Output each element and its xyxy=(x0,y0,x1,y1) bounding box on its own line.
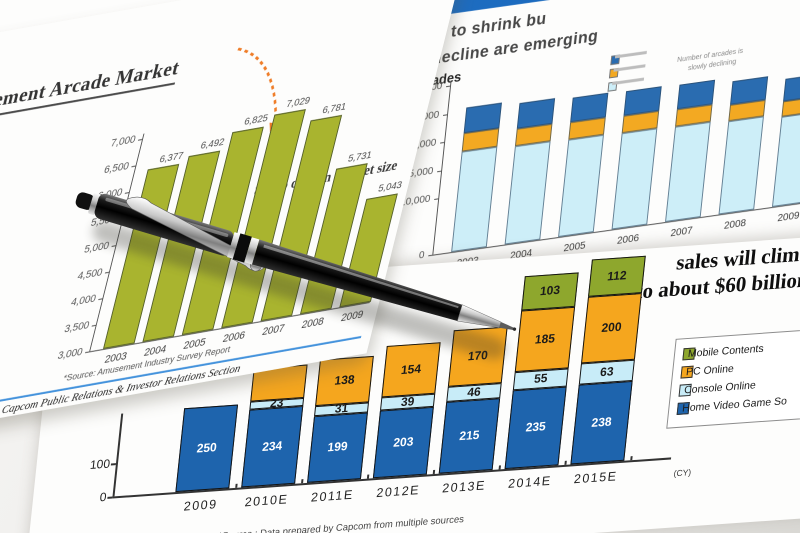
category-label: 2009 xyxy=(776,210,800,225)
y-axis-tick-label: 4,000 xyxy=(69,293,98,310)
y-axis-tick-label: 4,500 xyxy=(76,266,104,283)
y-axis-line xyxy=(112,413,123,497)
category-label: 2009 xyxy=(183,497,219,514)
category-label: 2014E xyxy=(507,473,553,491)
y-axis-tick-label: 7,000 xyxy=(109,133,137,150)
legend-text-placeholder xyxy=(614,50,647,59)
category-label: 2009 xyxy=(339,308,365,325)
bar-segment xyxy=(504,141,551,245)
legend-item xyxy=(610,50,647,66)
y-axis-tick-label: 3,500 xyxy=(62,319,91,336)
legend-text-placeholder xyxy=(612,77,645,86)
legend-label: PC Online xyxy=(685,362,735,379)
tick-mark xyxy=(84,351,90,354)
cy-unit-label: (CY) xyxy=(673,467,692,479)
tick-mark xyxy=(428,254,433,257)
game-sales-legend: Mobile Contents PC Online Console Online Ho… xyxy=(666,325,800,429)
y-axis-tick-label: 5,500 xyxy=(89,213,117,230)
bar-segment xyxy=(783,73,800,102)
sales-footnote: E: Estimate *Source : Data prepared by C… xyxy=(166,513,465,533)
legend-label: Console Online xyxy=(683,379,757,397)
y-axis-tick-label: 0 xyxy=(99,489,108,505)
category-label: 2010E xyxy=(244,492,290,510)
bar-segment xyxy=(665,121,711,223)
category-label: 2011E xyxy=(310,487,355,505)
y-axis-tick-label: 5,000 xyxy=(82,240,111,257)
bar-segment xyxy=(771,111,800,208)
y-axis-tick-label: 6,500 xyxy=(102,160,131,177)
legend-text-placeholder xyxy=(613,64,646,72)
bar-segment xyxy=(451,146,498,253)
sales-headline-2: to about $60 billion xyxy=(634,267,800,304)
y-axis-tick-label: 100 xyxy=(89,456,111,473)
tick-mark xyxy=(107,496,113,499)
category-label: 2015E xyxy=(573,469,619,487)
legend-label: Mobile Contents xyxy=(687,342,765,361)
category-label: 2013E xyxy=(441,478,487,496)
category-label: 2012E xyxy=(375,482,421,501)
y-axis-line xyxy=(432,80,452,255)
bar-segment xyxy=(463,102,502,134)
y-axis-tick-label: 3,000 xyxy=(56,346,84,363)
category-label: 2008 xyxy=(723,217,747,233)
legend-item xyxy=(608,64,646,79)
bar-segment xyxy=(516,98,556,129)
bar-segment xyxy=(718,116,764,215)
bar-segment xyxy=(558,134,604,238)
arcade-market-chart-title: ement Arcade Market xyxy=(0,56,182,118)
paper-arcade-market-report: ement Arcade Market Sharp drop in market… xyxy=(0,0,468,444)
y-axis-tick-label: 6,000 xyxy=(96,186,124,203)
bar-segment xyxy=(611,128,658,230)
legend-item xyxy=(607,77,645,93)
